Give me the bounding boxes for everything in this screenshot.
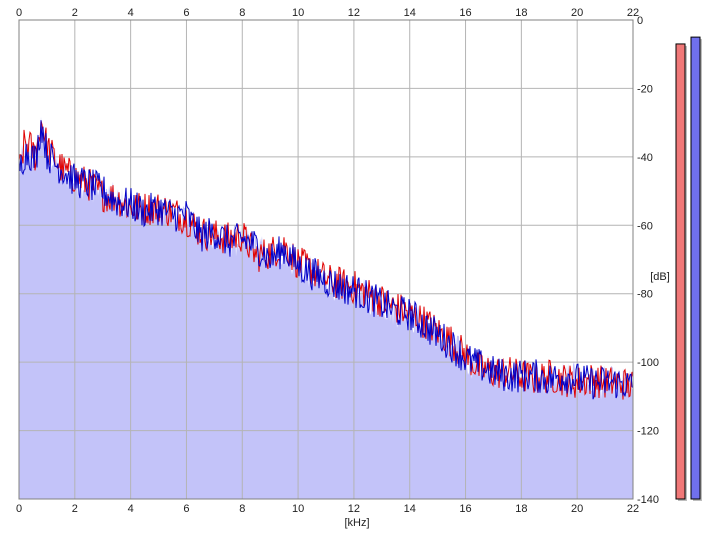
x-tick-label-bottom: 8: [239, 503, 245, 515]
plot-border: [18, 19, 634, 500]
y-tick-label: -80: [637, 289, 653, 301]
y-tick-label: 0: [637, 15, 643, 27]
y-tick-label: -40: [637, 152, 653, 164]
x-tick-label-bottom: 2: [72, 503, 78, 515]
meter-blue: [690, 36, 701, 500]
x-tick-label-top: 14: [404, 7, 416, 19]
x-tick-label-top: 12: [348, 7, 360, 19]
x-tick-label-top: 0: [16, 7, 22, 19]
level-meters: [675, 36, 702, 501]
x-tick-label-top: 10: [292, 7, 304, 19]
spectrum-fill: [19, 116, 633, 500]
x-tick-label-bottom: 0: [16, 503, 22, 515]
meter-red: [675, 43, 686, 500]
x-tick-label-top: 2: [72, 7, 78, 19]
x-tick-label-bottom: 16: [459, 503, 471, 515]
x-tick-label-bottom: 18: [515, 503, 527, 515]
x-tick-label-bottom: 10: [292, 503, 304, 515]
y-tick-label: -120: [637, 426, 659, 438]
plot-area: [18, 19, 634, 500]
x-tick-label-bottom: 4: [128, 503, 134, 515]
x-tick-label-top: 22: [627, 7, 639, 19]
y-tick-label: -140: [637, 494, 659, 506]
x-tick-label-bottom: 6: [183, 503, 189, 515]
series-blue-line: [18, 120, 634, 400]
x-axis-label: [kHz]: [344, 517, 369, 529]
x-tick-label-bottom: 14: [404, 503, 416, 515]
y-tick-label: -20: [637, 83, 653, 95]
x-tick-label-top: 20: [571, 7, 583, 19]
x-tick-label-top: 6: [183, 7, 189, 19]
x-tick-label-top: 4: [128, 7, 134, 19]
x-tick-label-top: 8: [239, 7, 245, 19]
y-tick-label: -60: [637, 220, 653, 232]
y-tick-label: -100: [637, 357, 659, 369]
x-tick-label-bottom: 12: [348, 503, 360, 515]
x-tick-label-top: 18: [515, 7, 527, 19]
x-tick-label-top: 16: [459, 7, 471, 19]
y-axis-label: [dB]: [650, 271, 670, 283]
x-tick-label-bottom: 20: [571, 503, 583, 515]
x-tick-label-bottom: 22: [627, 503, 639, 515]
